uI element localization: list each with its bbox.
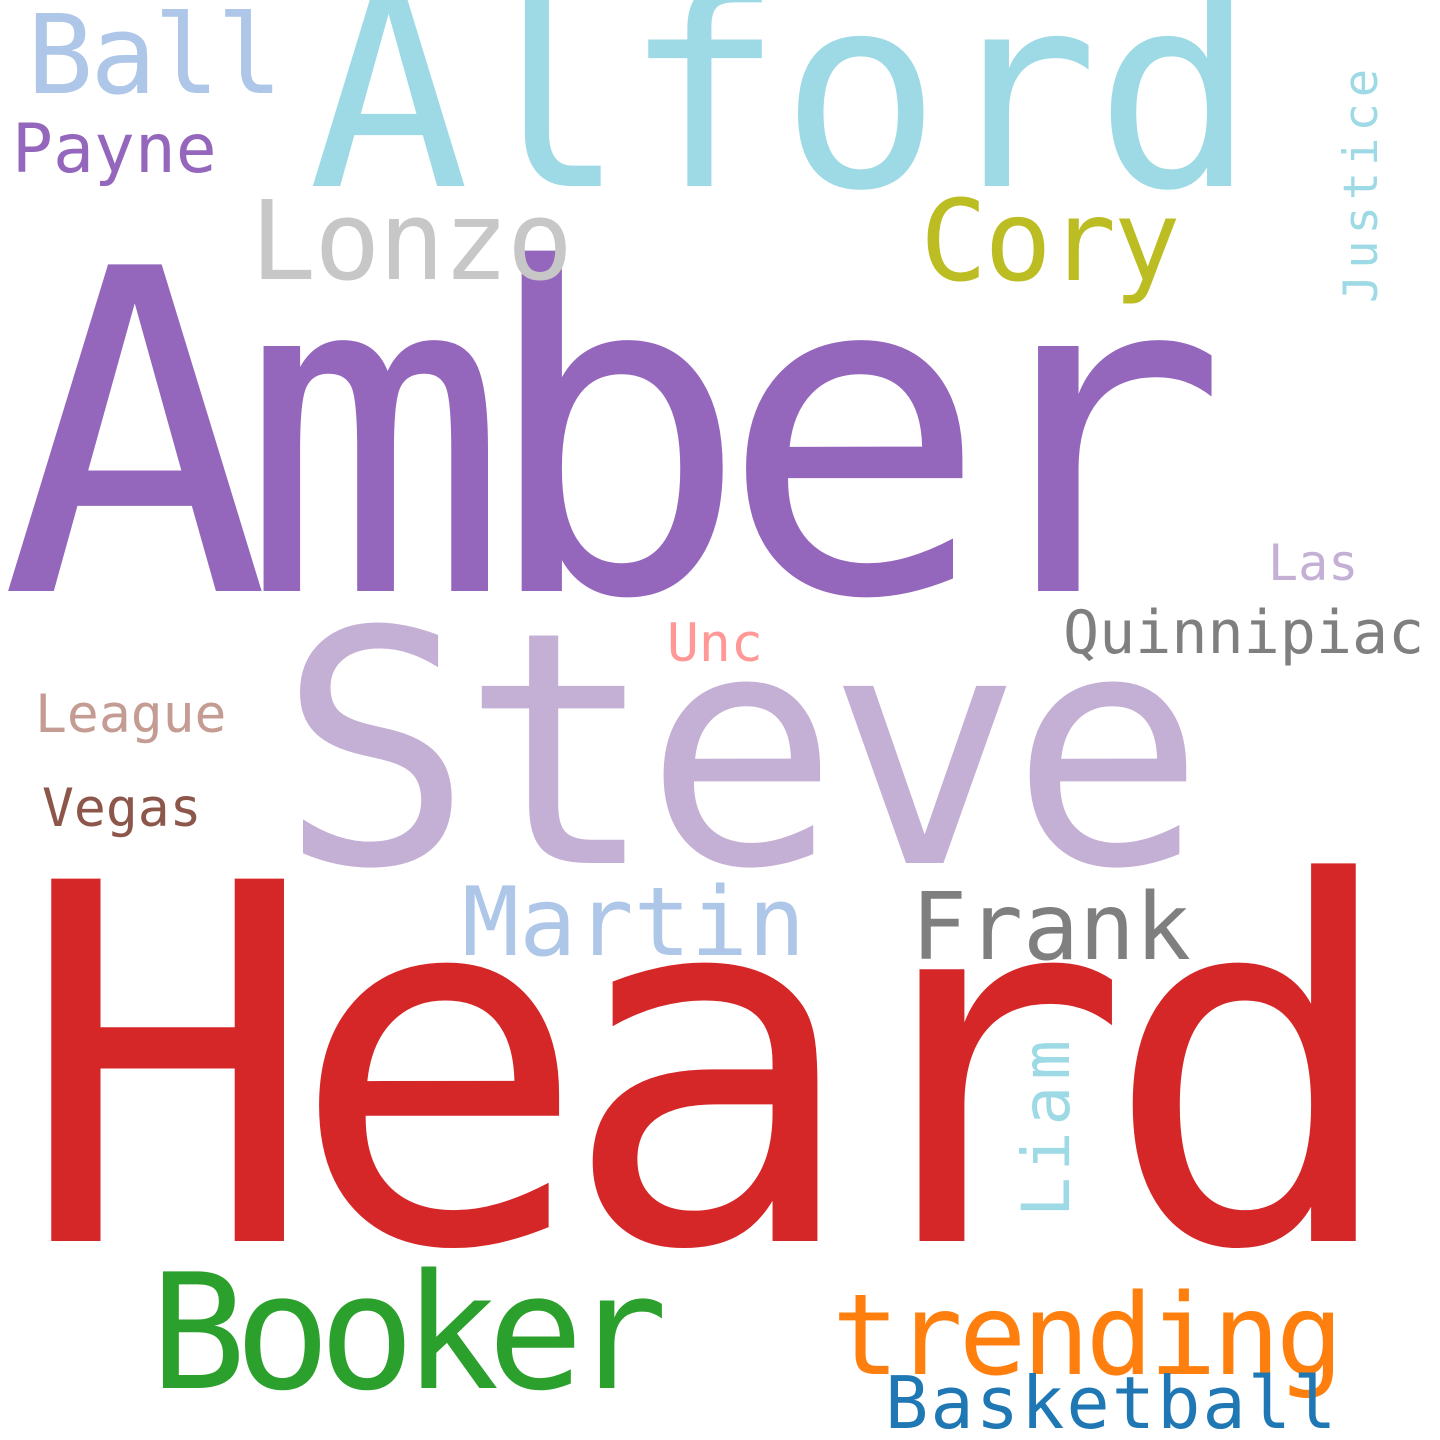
word-booker: Booker [150,1239,668,1426]
word-ball: Ball [27,0,283,119]
word-amber: Amber [0,175,1229,697]
word-trending: trending [832,1271,1343,1401]
word-frank: Frank [911,873,1191,981]
word-heard: Heard [18,781,1402,1359]
word-basketball: Basketball [885,1361,1339,1440]
word-justice: Justice [1334,62,1389,303]
word-league: League [35,684,227,745]
word-martin: Martin [462,868,806,978]
word-unc: Unc [667,613,763,674]
word-steve: Steve [278,563,1205,940]
word-vegas: Vegas [42,778,202,839]
word-lonzo: Lonzo [250,177,573,305]
word-liam: Liam [1008,1034,1085,1217]
word-las: Las [1268,534,1359,592]
word-quinnipiac: Quinnipiac [1063,598,1425,668]
word-cory: Cory [920,177,1181,307]
word-alford: Alford [308,0,1256,250]
word-payne: Payne [12,110,217,189]
